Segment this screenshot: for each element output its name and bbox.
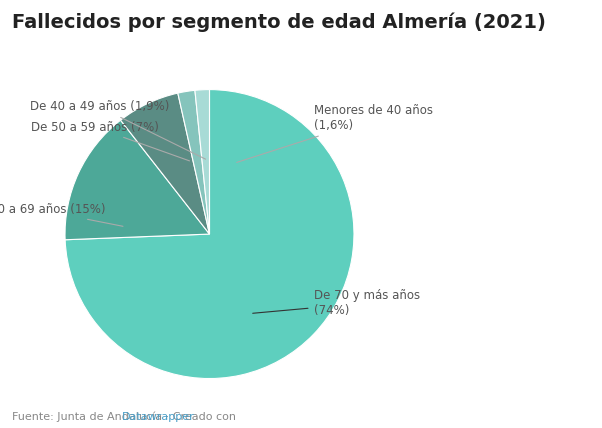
Text: De 60 a 69 años (15%): De 60 a 69 años (15%) bbox=[0, 203, 123, 226]
Text: Datawrapper: Datawrapper bbox=[122, 412, 194, 422]
Wedge shape bbox=[195, 89, 209, 234]
Text: De 50 a 59 años (7%): De 50 a 59 años (7%) bbox=[31, 121, 190, 161]
Wedge shape bbox=[65, 120, 209, 240]
Text: De 40 a 49 años (1,9%): De 40 a 49 años (1,9%) bbox=[29, 101, 205, 159]
Wedge shape bbox=[178, 90, 209, 234]
Text: Fuente: Junta de Andalucía · Creado con: Fuente: Junta de Andalucía · Creado con bbox=[12, 411, 240, 422]
Text: Fallecidos por segmento de edad Almería (2021): Fallecidos por segmento de edad Almería … bbox=[12, 13, 546, 33]
Wedge shape bbox=[65, 89, 354, 378]
Text: Menores de 40 años
(1,6%): Menores de 40 años (1,6%) bbox=[237, 104, 432, 162]
Text: De 70 y más años
(74%): De 70 y más años (74%) bbox=[253, 289, 420, 317]
Wedge shape bbox=[120, 93, 209, 234]
